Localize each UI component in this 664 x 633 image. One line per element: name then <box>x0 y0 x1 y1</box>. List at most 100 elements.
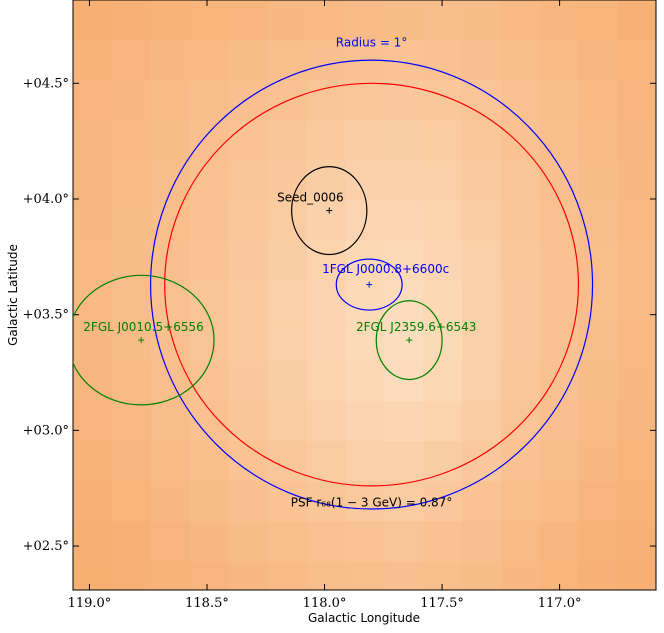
heatmap-cell <box>73 40 113 81</box>
counts-heatmap <box>73 0 656 590</box>
heatmap-cell <box>462 441 502 482</box>
heatmap-cell <box>73 0 113 41</box>
heatmap-cell <box>423 40 463 81</box>
heatmap-cell <box>189 200 230 242</box>
heatmap-cell <box>384 481 424 522</box>
heatmap-cell <box>150 80 191 121</box>
heatmap-cell <box>578 360 619 402</box>
heatmap-cell <box>578 0 619 41</box>
y-tick-label: +03.5° <box>23 308 69 323</box>
heatmap-cell <box>462 521 502 562</box>
heatmap-cell <box>617 120 656 161</box>
heatmap-cell <box>423 521 463 562</box>
heatmap-cell <box>462 200 502 242</box>
heatmap-cell <box>228 200 269 242</box>
heatmap-cell <box>423 280 463 322</box>
heatmap-cell <box>539 280 580 322</box>
heatmap-cell <box>228 400 269 442</box>
heatmap-cell <box>189 280 230 322</box>
source-error-ellipse <box>73 274 215 406</box>
source-label: 2FGL J2359.6+6543 <box>356 320 476 334</box>
heatmap-cell <box>228 40 269 81</box>
heatmap-cell <box>384 240 424 282</box>
heatmap-cell <box>228 0 269 41</box>
heatmap-cell <box>228 481 269 522</box>
y-tick-label: +03.0° <box>23 423 69 438</box>
heatmap-cell <box>150 441 191 482</box>
source-error-ellipse <box>291 165 368 256</box>
plot-frame <box>72 0 657 591</box>
heatmap-cell <box>578 160 619 202</box>
heatmap-cell <box>617 320 656 362</box>
y-tick-label: +02.5° <box>23 539 69 554</box>
heatmap-cell <box>578 120 619 161</box>
heatmap-cell <box>617 400 656 442</box>
heatmap-cell <box>111 40 152 81</box>
source-label: 2FGL J0010.5+6556 <box>83 320 203 334</box>
heatmap-cell <box>228 160 269 202</box>
heatmap-cell <box>73 360 113 402</box>
heatmap-cell <box>423 360 463 402</box>
heatmap-cell <box>111 160 152 202</box>
heatmap-cell <box>267 40 308 81</box>
heatmap-cell <box>228 240 269 282</box>
heatmap-cell <box>578 320 619 362</box>
heatmap-cell <box>73 521 113 562</box>
heatmap-cell <box>617 200 656 242</box>
heatmap-cell <box>539 40 580 81</box>
heatmap-cell <box>578 521 619 562</box>
heatmap-cell <box>578 280 619 322</box>
heatmap-cell <box>423 200 463 242</box>
heatmap-cell <box>150 280 191 322</box>
heatmap-cell <box>617 521 656 562</box>
heatmap-cell <box>617 441 656 482</box>
heatmap-cell <box>73 400 113 442</box>
heatmap-cell <box>345 521 385 562</box>
heatmap-cell <box>578 561 619 590</box>
heatmap-cell <box>462 40 502 81</box>
heatmap-cell <box>345 280 385 322</box>
heatmap-cell <box>539 80 580 121</box>
region-circle <box>164 82 580 487</box>
heatmap-cell <box>617 0 656 41</box>
heatmap-cell <box>189 320 230 362</box>
heatmap-cell <box>150 360 191 402</box>
heatmap-cell <box>189 360 230 402</box>
heatmap-cell <box>150 400 191 442</box>
x-tick-label: 117.5° <box>420 596 464 611</box>
x-tick-label: 119.0° <box>68 596 112 611</box>
heatmap-cell <box>267 360 308 402</box>
heatmap-cell <box>462 400 502 442</box>
heatmap-cell <box>539 521 580 562</box>
source-error-ellipse <box>375 300 443 381</box>
heatmap-cell <box>539 481 580 522</box>
heatmap-cell <box>384 320 424 362</box>
heatmap-cell <box>384 400 424 442</box>
heatmap-cell <box>539 320 580 362</box>
heatmap-cell <box>150 561 191 590</box>
heatmap-cell <box>73 200 113 242</box>
heatmap-cell <box>617 160 656 202</box>
heatmap-cell <box>267 521 308 562</box>
region-circle <box>149 59 594 510</box>
x-tick-label: 118.0° <box>303 596 347 611</box>
heatmap-cell <box>462 280 502 322</box>
heatmap-cell <box>111 0 152 41</box>
heatmap-cell <box>111 481 152 522</box>
heatmap-cell <box>500 521 541 562</box>
heatmap-cell <box>267 441 308 482</box>
heatmap-cell <box>111 240 152 282</box>
heatmap-cell <box>423 441 463 482</box>
source-label: Seed_0006 <box>277 190 344 204</box>
heatmap-cell <box>384 160 424 202</box>
source-error-ellipse <box>335 258 403 311</box>
heatmap-cell <box>267 160 308 202</box>
heatmap-cell <box>150 200 191 242</box>
heatmap-cell <box>500 561 541 590</box>
heatmap-cell <box>189 80 230 121</box>
heatmap-cell <box>345 400 385 442</box>
heatmap-cell <box>189 441 230 482</box>
heatmap-cell <box>73 120 113 161</box>
region-circle-label: PSF r₆₈(1 − 3 GeV) = 0.87° <box>291 496 453 510</box>
heatmap-cell <box>384 200 424 242</box>
